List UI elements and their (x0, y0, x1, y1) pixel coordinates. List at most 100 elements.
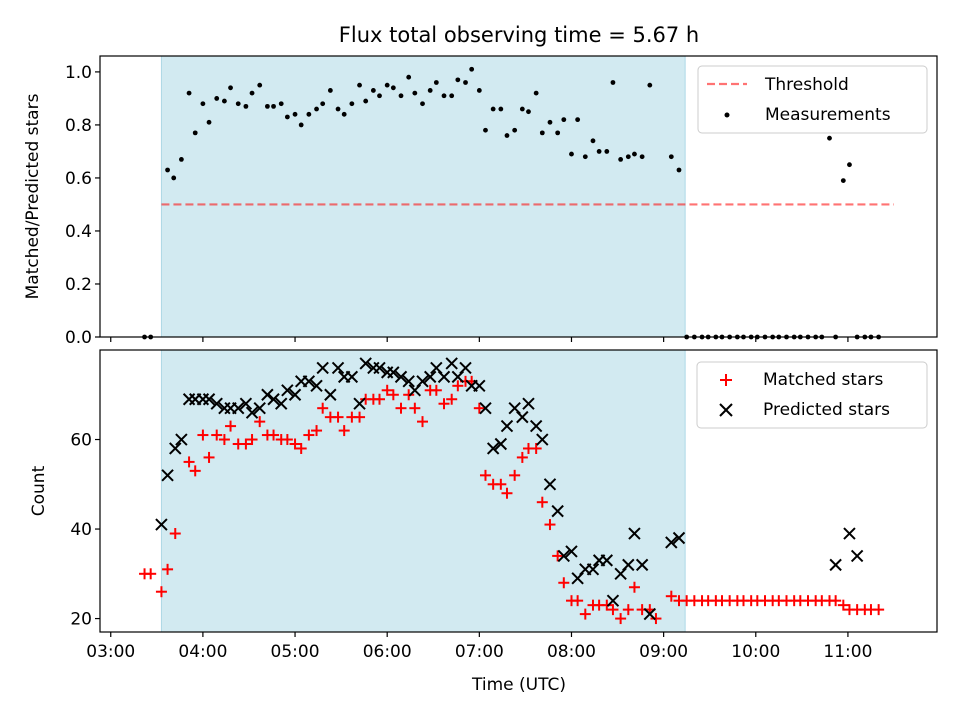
measurement-point (249, 90, 255, 96)
predicted-star-point (494, 437, 508, 451)
matched-star-point (579, 608, 591, 620)
matched-star-point (155, 586, 167, 598)
bottom-axes-frame (99, 349, 938, 633)
measurement-point (284, 114, 290, 120)
matched-star-point (332, 411, 344, 423)
top-y-tick-label: 0.4 (65, 222, 92, 242)
measurement-point (278, 101, 284, 107)
top-legend: Threshold Measurements (697, 65, 928, 134)
matched-star-point (650, 613, 662, 625)
legend-measurements-swatch (724, 112, 730, 118)
matched-star-point (544, 519, 556, 531)
measurement-point (370, 88, 376, 93)
measurement-point (171, 175, 177, 181)
predicted-star-point (202, 393, 216, 406)
measurement-point (639, 154, 645, 160)
measurement-point (590, 138, 596, 144)
matched-star-point (246, 434, 258, 446)
measurement-point (490, 106, 496, 112)
bottom-y-axis: 20 40 60 (70, 431, 100, 630)
matched-star-point (509, 469, 521, 481)
legend-threshold-label: Threshold (764, 75, 849, 95)
predicted-star-point (459, 361, 472, 375)
measurement-point (341, 111, 347, 117)
bottom-x-axis: 03:00 04:00 05:00 06:00 07:00 08:00 09:00 10:00… (86, 632, 872, 662)
predicted-star-point (331, 361, 345, 375)
predicted-star-point (261, 388, 274, 401)
matched-star-point (183, 456, 195, 468)
measurement-point (483, 127, 488, 133)
matched-star-point (615, 613, 627, 625)
matched-star-point (211, 429, 223, 441)
matched-star-point (473, 402, 485, 414)
measurement-point (519, 106, 525, 112)
measurement-point (221, 98, 227, 104)
matched-star-point (622, 604, 634, 616)
predicted-star-point (387, 366, 400, 379)
x-tick-label: 11:00 (823, 642, 872, 662)
measurement-point (192, 130, 198, 136)
predicted-star-point (516, 410, 529, 424)
top-x-ticks (110, 337, 849, 342)
measurement-point (575, 117, 581, 123)
measurement-point (625, 154, 631, 160)
predicted-star-point (402, 375, 415, 388)
measurement-point (420, 101, 425, 107)
predicted-star-point (275, 397, 288, 410)
predicted-star-point (479, 401, 492, 415)
measurement-point (498, 106, 504, 112)
bottom-y-tick-label: 20 (70, 610, 92, 630)
measurement-point (512, 127, 518, 133)
predicted-star-point (586, 563, 600, 576)
measurement-point (582, 154, 588, 160)
predicted-star-point (843, 527, 856, 540)
matched-star-point (354, 411, 366, 423)
measurement-point (327, 88, 333, 93)
matched-star-point (479, 469, 491, 481)
predicted-star-point (373, 361, 386, 375)
measurement-point (384, 82, 390, 88)
legend-predicted-label: Predicted stars (763, 400, 890, 420)
measurement-point (206, 119, 212, 125)
predicted-star-point (232, 401, 245, 415)
matched-star-point (438, 398, 450, 410)
top-y-axis-label: Matched/Predicted stars (23, 93, 43, 299)
legend-matched-swatch (720, 374, 732, 386)
predicted-star-point (643, 607, 657, 621)
matched-star-point (374, 393, 386, 405)
predicted-star-point (437, 370, 451, 384)
measurement-point (406, 74, 412, 80)
measurement-point (469, 66, 475, 72)
predicted-star-point (423, 370, 437, 384)
ratio-panel: 0.0 0.2 0.4 0.6 0.8 1.0 Matched/Predicted sta… (23, 55, 938, 348)
matched-star-point (218, 434, 230, 446)
matched-star-point (430, 384, 442, 396)
matched-star-point (169, 528, 181, 540)
matched-star-point (254, 416, 266, 428)
predicted-star-point (551, 504, 564, 518)
measurement-point (455, 77, 461, 83)
measurement-point (243, 103, 249, 109)
matched-star-point (403, 389, 415, 401)
bottom-y-tick-label: 60 (70, 431, 92, 451)
predicted-star-point (500, 419, 514, 433)
matched-star-point (203, 451, 215, 463)
measurement-point (298, 122, 304, 128)
measurement-point (292, 111, 298, 117)
predicted-star-point (522, 397, 535, 410)
chart-title: Flux total observing time = 5.67 h (339, 23, 699, 47)
measurement-point (547, 119, 553, 125)
matched-star-point (516, 451, 528, 463)
predicted-star-point (324, 388, 337, 401)
measurement-point (604, 149, 610, 154)
predicted-stars-points (155, 357, 864, 621)
measurement-point (827, 135, 832, 141)
top-y-tick-label: 1.0 (65, 63, 92, 83)
measurement-point (165, 167, 170, 173)
predicted-star-point (416, 375, 429, 388)
top-y-tick-label: 0.8 (65, 116, 92, 136)
measurement-point (596, 149, 602, 154)
measurement-point (569, 151, 574, 157)
predicted-star-point (850, 549, 864, 563)
